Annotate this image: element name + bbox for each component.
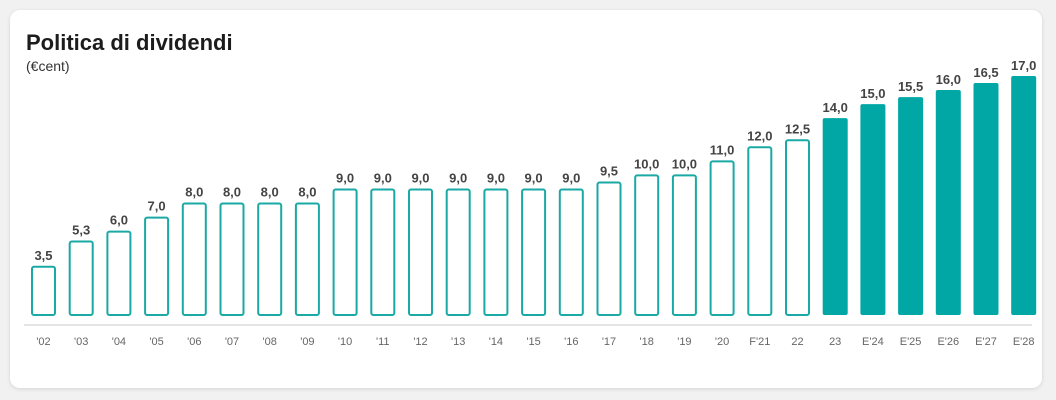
- bar-24: [935, 90, 961, 315]
- x-tick-label-15: '17: [602, 336, 616, 348]
- bar-5: [219, 202, 245, 317]
- x-tick-label-23: E'25: [900, 336, 922, 348]
- bar-4: [181, 202, 207, 317]
- value-label-16: 10,0: [634, 156, 659, 171]
- value-label-0: 3,5: [34, 248, 52, 263]
- x-tick-label-25: E'27: [975, 336, 997, 348]
- x-tick-label-5: '07: [225, 336, 239, 348]
- bar-13: [521, 188, 547, 316]
- bar-21: [822, 118, 848, 315]
- bar-9: [370, 188, 396, 316]
- x-tick-label-3: '05: [149, 336, 163, 348]
- value-label-8: 9,0: [336, 170, 354, 185]
- x-tick-label-10: '12: [413, 336, 427, 348]
- value-label-18: 11,0: [710, 142, 735, 157]
- x-tick-label-9: '11: [376, 336, 390, 348]
- x-tick-label-16: '18: [640, 336, 654, 348]
- value-label-26: 17,0: [1011, 58, 1036, 73]
- value-label-10: 9,0: [411, 170, 429, 185]
- bar-3: [144, 216, 170, 317]
- value-label-17: 10,0: [672, 156, 697, 171]
- bar-26: [1011, 76, 1037, 315]
- value-label-21: 14,0: [823, 100, 848, 115]
- bar-10: [408, 188, 433, 316]
- x-tick-label-26: E'28: [1013, 336, 1035, 348]
- bar-8: [332, 188, 358, 316]
- bar-2: [106, 230, 132, 317]
- x-tick-label-7: '09: [300, 336, 314, 348]
- x-tick-label-14: '16: [564, 336, 578, 348]
- value-label-20: 12,5: [785, 121, 810, 136]
- value-label-5: 8,0: [223, 185, 241, 200]
- x-tick-label-20: 22: [791, 336, 803, 348]
- bar-7: [294, 202, 320, 317]
- bar-17: [671, 174, 697, 316]
- bar-11: [445, 188, 471, 316]
- bar-0: [31, 265, 56, 317]
- x-tick-label-12: '14: [489, 336, 503, 348]
- bar-23: [898, 97, 924, 316]
- value-label-14: 9,0: [562, 170, 580, 185]
- x-tick-label-6: '08: [263, 336, 277, 348]
- x-tick-label-13: '15: [526, 336, 540, 348]
- chart-subtitle: (€cent): [26, 58, 70, 74]
- value-label-3: 7,0: [148, 199, 166, 214]
- bar-6: [257, 202, 283, 317]
- value-label-2: 6,0: [110, 213, 128, 228]
- chart-title: Politica di dividendi: [26, 30, 233, 55]
- value-label-1: 5,3: [72, 222, 90, 237]
- value-label-15: 9,5: [600, 163, 618, 178]
- bar-20: [785, 139, 810, 316]
- bar-1: [68, 240, 94, 316]
- value-label-7: 8,0: [298, 185, 316, 200]
- value-label-13: 9,0: [525, 170, 543, 185]
- value-label-23: 15,5: [898, 79, 923, 94]
- x-tick-label-0: '02: [36, 336, 50, 348]
- value-label-6: 8,0: [261, 185, 279, 200]
- value-label-12: 9,0: [487, 170, 505, 185]
- bar-15: [596, 181, 622, 316]
- value-label-24: 16,0: [936, 72, 961, 87]
- value-label-9: 9,0: [374, 170, 392, 185]
- bar-18: [709, 160, 735, 316]
- bar-14: [558, 188, 584, 316]
- bar-16: [634, 174, 660, 316]
- x-tick-label-1: '03: [74, 336, 88, 348]
- bar-25: [973, 83, 999, 315]
- value-label-19: 12,0: [747, 128, 772, 143]
- value-label-4: 8,0: [185, 185, 203, 200]
- x-tick-label-21: 23: [829, 336, 841, 348]
- value-label-22: 15,0: [860, 86, 885, 101]
- value-label-25: 16,5: [973, 65, 998, 80]
- x-tick-label-22: E'24: [862, 336, 884, 348]
- x-tick-label-4: '06: [187, 336, 201, 348]
- x-tick-label-17: '19: [677, 336, 691, 348]
- x-tick-label-19: F'21: [749, 336, 770, 348]
- bar-12: [483, 188, 509, 316]
- x-tick-label-18: '20: [715, 336, 729, 348]
- x-tick-label-8: '10: [338, 336, 352, 348]
- x-tick-label-2: '04: [112, 336, 126, 348]
- value-label-11: 9,0: [449, 170, 467, 185]
- bar-19: [747, 146, 773, 316]
- x-tick-label-11: '13: [451, 336, 465, 348]
- bar-22: [860, 104, 886, 315]
- x-tick-label-24: E'26: [937, 336, 959, 348]
